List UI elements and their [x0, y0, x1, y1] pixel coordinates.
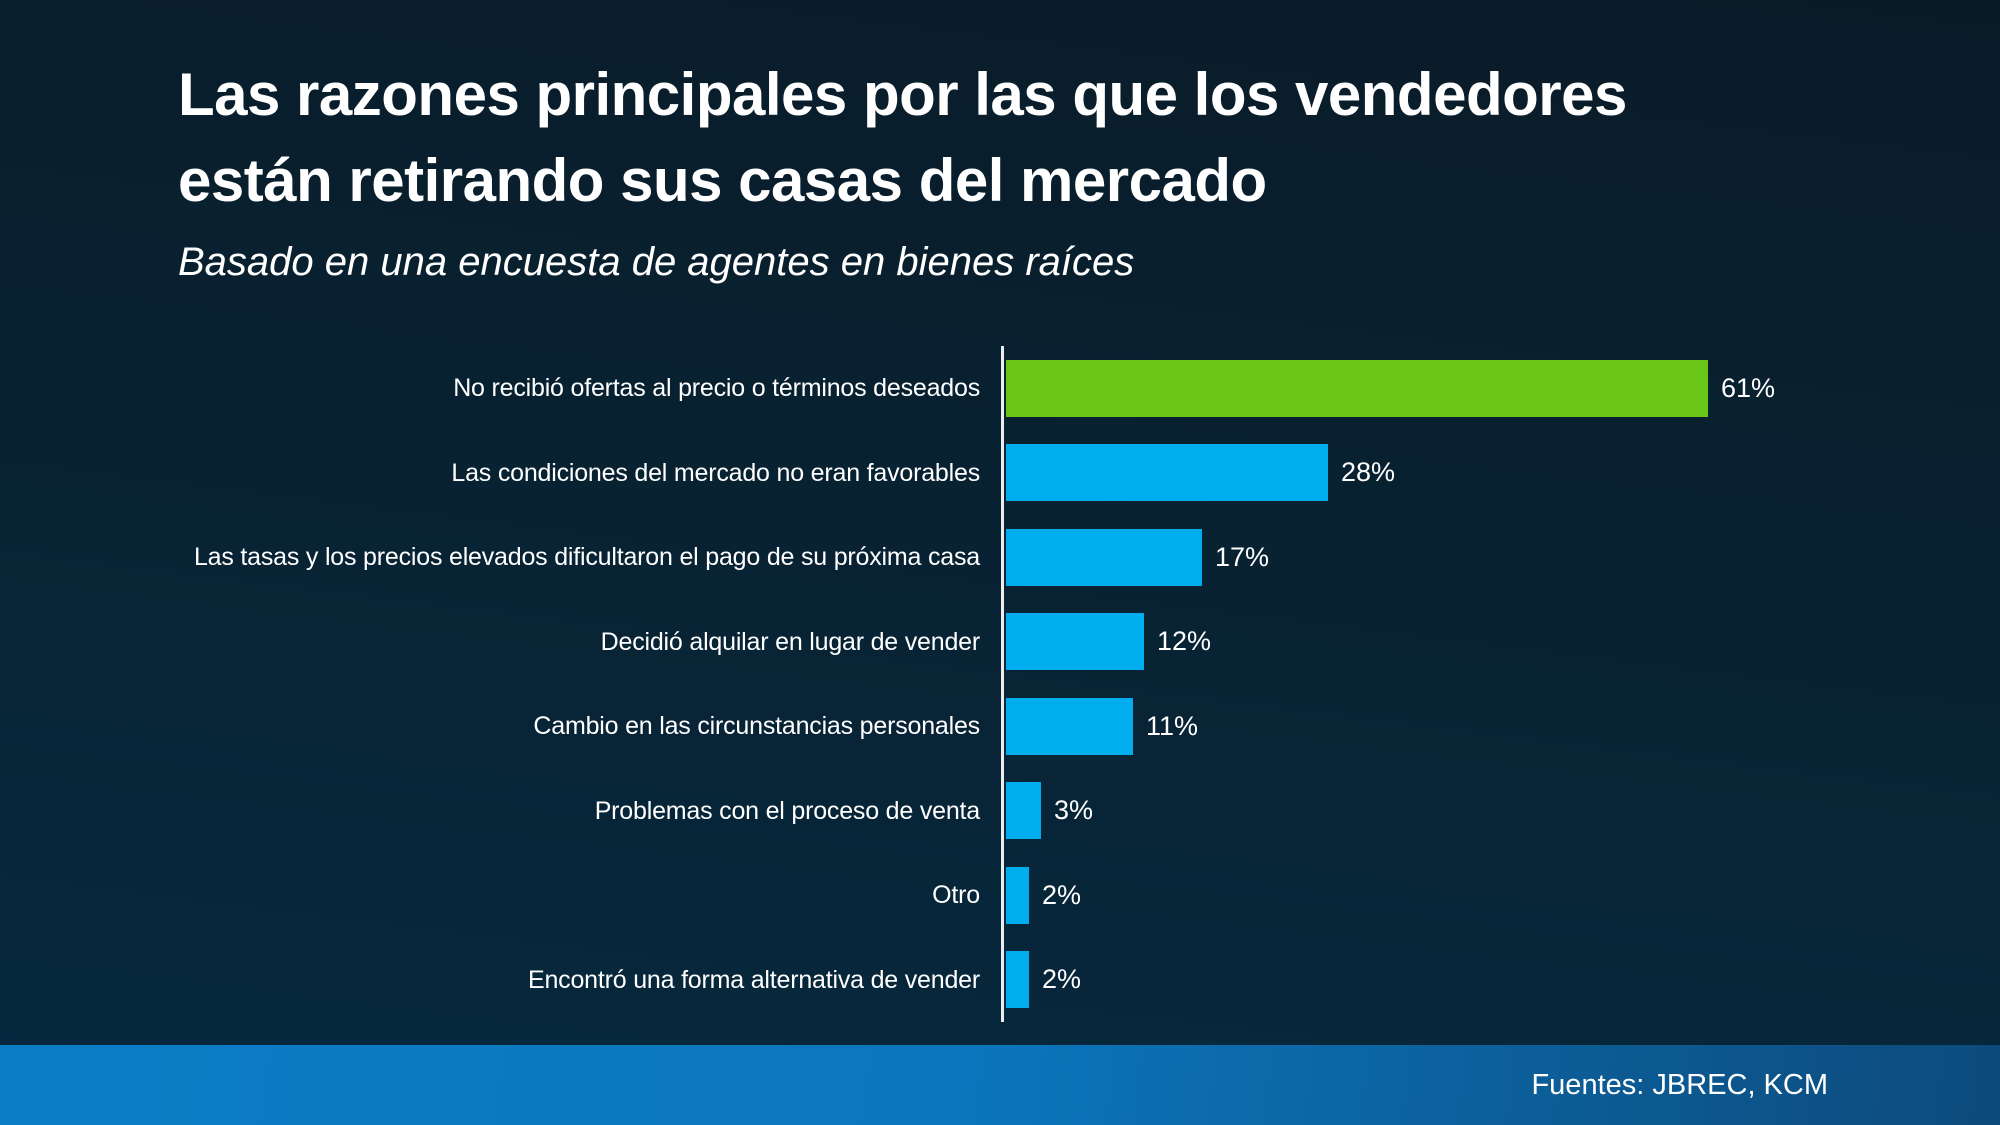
category-label: Encontró una forma alternativa de vender — [528, 965, 980, 994]
value-label: 11% — [1146, 710, 1199, 741]
value-label: 2% — [1042, 879, 1082, 910]
value-label: 28% — [1341, 457, 1396, 488]
bar — [1006, 866, 1029, 924]
value-label: 2% — [1042, 964, 1082, 995]
title-line-2: están retirando sus casas del mercado — [178, 147, 1267, 214]
footer-bar: Fuentes: JBREC, KCM — [0, 1045, 2000, 1125]
y-axis-line — [1001, 346, 1004, 1022]
bar — [1006, 359, 1708, 417]
bar — [1006, 951, 1029, 1009]
chart-row: Otro 2% — [0, 853, 2000, 938]
category-label: Decidió alquilar en lugar de vender — [600, 627, 981, 656]
bar-chart: No recibió ofertas al precio o términos … — [0, 346, 2000, 1022]
value-label: 3% — [1054, 795, 1094, 826]
title-line-1: Las razones principales por las que los … — [178, 61, 1627, 128]
bar — [1006, 782, 1041, 840]
chart-row: Problemas con el proceso de venta 3% — [0, 769, 2000, 854]
chart-rows: No recibió ofertas al precio o términos … — [0, 346, 2000, 1022]
category-label: Las condiciones del mercado no eran favo… — [451, 458, 980, 487]
category-label: Otro — [932, 881, 980, 910]
value-label: 17% — [1215, 541, 1270, 572]
sources-text: Fuentes: JBREC, KCM — [1531, 1068, 1828, 1101]
chart-row: Encontró una forma alternativa de vender… — [0, 938, 2000, 1023]
header: Las razones principales por las que los … — [178, 52, 1920, 286]
chart-row: No recibió ofertas al precio o términos … — [0, 346, 2000, 431]
category-label: Cambio en las circunstancias personales — [533, 712, 980, 741]
page-subtitle: Basado en una encuesta de agentes en bie… — [178, 240, 1135, 284]
category-label: No recibió ofertas al precio o términos … — [453, 374, 980, 403]
chart-row: Decidió alquilar en lugar de vender 12% — [0, 600, 2000, 685]
chart-row: Las tasas y los precios elevados dificul… — [0, 515, 2000, 600]
bar — [1006, 528, 1202, 586]
bar — [1006, 613, 1144, 671]
bar — [1006, 444, 1328, 502]
chart-row: Las condiciones del mercado no eran favo… — [0, 431, 2000, 516]
chart-row: Cambio en las circunstancias personales … — [0, 684, 2000, 769]
bar — [1006, 697, 1133, 755]
category-label: Las tasas y los precios elevados dificul… — [193, 543, 980, 572]
category-label: Problemas con el proceso de venta — [594, 796, 980, 825]
value-label: 12% — [1157, 626, 1212, 657]
page-title: Las razones principales por las que los … — [178, 52, 1920, 224]
value-label: 61% — [1721, 372, 1776, 403]
